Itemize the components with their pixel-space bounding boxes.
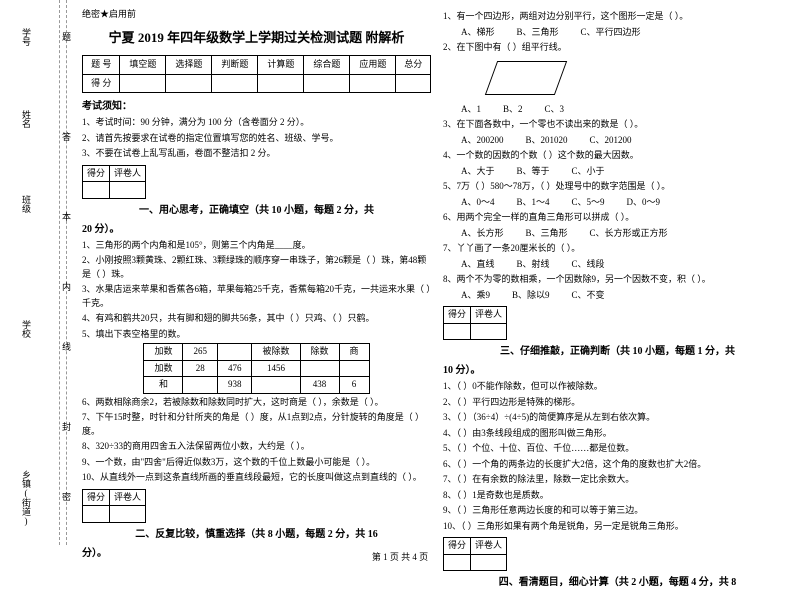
margin-label-school: 学校 <box>20 320 33 338</box>
score-col-4: 计算题 <box>258 56 304 75</box>
s2q1-choices: A、梯形 B、三角形 C、平行四边形 <box>461 26 792 40</box>
score-summary-table: 题 号 填空题 选择题 判断题 计算题 综合题 应用题 总分 得 分 <box>82 55 431 93</box>
dashed-line <box>66 0 67 545</box>
notice-3: 3、不要在试卷上乱写乱画，卷面不整洁扣 2 分。 <box>82 147 431 161</box>
s2q2: 2、在下图中有（ ）组平行线。 <box>443 41 792 55</box>
s2q1: 1、有一个四边形，两组对边分别平行，这个图形一定是（ ）。 <box>443 10 792 24</box>
s2q6-choices: A、长方形 B、三角形 C、长方形或正方形 <box>461 227 792 241</box>
sec2-questions: 1、有一个四边形，两组对边分别平行，这个图形一定是（ ）。 A、梯形 B、三角形… <box>443 10 792 302</box>
sec1-title: 一、用心思考，正确填空（共 10 小题，每题 2 分，共 <box>82 203 431 218</box>
page-footer: 第 1 页 共 4 页 <box>0 550 800 563</box>
q1: 1、三角形的两个内角和是105°，则第三个内角是____度。 <box>82 239 431 253</box>
q2: 2、小刚按照3颗黄珠、2颗红珠、3颗绿珠的顺序穿一串珠子，第26颗是（ ）珠，第… <box>82 254 431 281</box>
s3q1: 1、（ ）0不能作除数，但可以作被除数。 <box>443 380 792 394</box>
s2q6: 6、用两个完全一样的直角三角形可以拼成（ ）。 <box>443 211 792 225</box>
s3q9: 9、（ ）三角形任意两边长度的和可以等于第三边。 <box>443 504 792 518</box>
s2q5: 5、7万（ ）580～78万，（ ）处理号中的数字范围是（ ）。 <box>443 180 792 194</box>
s3q5: 5、（ ）个位、十位、百位、千位……都是位数。 <box>443 442 792 456</box>
score-col-2: 选择题 <box>166 56 212 75</box>
score-col-1: 填空题 <box>120 56 166 75</box>
parallelogram-diagram <box>483 59 563 99</box>
score-row-label: 得 分 <box>83 74 120 93</box>
left-column: 绝密★启用前 宁夏 2019 年四年级数学上学期过关检测试题 附解析 题 号 填… <box>82 8 431 545</box>
s3q6: 6、（ ）一个角的两条边的长度扩大2倍，这个角的度数也扩大2倍。 <box>443 458 792 472</box>
exam-title: 宁夏 2019 年四年级数学上学期过关检测试题 附解析 <box>82 28 431 48</box>
s2q7: 7、丫丫画了一条20厘米长的（ ）。 <box>443 242 792 256</box>
q5: 5、填出下表空格里的数。 <box>82 328 431 342</box>
s2q2-choices: A、1 B、2 C、3 <box>461 103 792 117</box>
s3q4: 4、（ ）由3条线段组成的图形叫做三角形。 <box>443 427 792 441</box>
s2q4-choices: A、大于 B、等于 C、小于 <box>461 165 792 179</box>
seal-char-5: 封 <box>62 420 71 433</box>
notice-list: 1、考试时间：90 分钟，满分为 100 分（含卷面分 2 分）。 2、请首先按… <box>82 116 431 161</box>
s2q4: 4、一个数的因数的个数（ ）这个数的最大因数。 <box>443 149 792 163</box>
sec2-title: 二、反复比较，慎重选择（共 8 小题，每题 2 分，共 16 <box>82 527 431 542</box>
q9: 9、一个数，由"四舍"后得近似数3万，这个数的千位上数最小可能是（ ）。 <box>82 456 431 470</box>
s3q3: 3、（ ）（36÷4）÷(4÷5)的简便算序是从左到右依次算。 <box>443 411 792 425</box>
seal-line: 题 答 本 内 线 封 密 <box>60 0 74 545</box>
sec1-score-box: 得分 评卷人 <box>82 165 431 199</box>
sec3-questions: 1、（ ）0不能作除数，但可以作被除数。 2、（ ）平行四边形是特殊的梯形。 3… <box>443 380 792 533</box>
q8: 8、320÷33的商用四舍五入法保留两位小数，大约是（ ）。 <box>82 440 431 454</box>
seal-char-6: 密 <box>62 490 71 503</box>
s3q8: 8、（ ）1是奇数也是质数。 <box>443 489 792 503</box>
margin-label-town: 乡镇(街道) <box>20 470 33 526</box>
s2q3-choices: A、200200 B、201020 C、201200 <box>461 134 792 148</box>
q4: 4、有鸡和鹤共20只，共有脚和翅的脚共56条，其中（ ）只鸡、（ ）只鹤。 <box>82 312 431 326</box>
s3q2: 2、（ ）平行四边形是特殊的梯形。 <box>443 396 792 410</box>
sec1-questions: 1、三角形的两个内角和是105°，则第三个内角是____度。 2、小刚按照3颗黄… <box>82 239 431 485</box>
s2q8-choices: A、乘9 B、除以9 C、不变 <box>461 289 792 303</box>
q3: 3、水果店运来苹果和香蕉各6箱，苹果每箱25千克，香蕉每箱20千克，一共运来水果… <box>82 283 431 310</box>
s3q10: 10、（ ）三角形如果有两个角是锐角，另一定是锐角三角形。 <box>443 520 792 534</box>
margin-label-name: 姓名 <box>20 110 33 128</box>
sec3-score-box: 得分 评卷人 <box>443 306 792 340</box>
parallelogram-shape <box>485 61 567 95</box>
sec3-title-tail: 10 分）。 <box>443 363 792 378</box>
q6: 6、两数相除商余2，若被除数和除数同时扩大，这时商是（ ），余数是（ ）。 <box>82 396 431 410</box>
seal-char-0: 题 <box>62 30 71 43</box>
sec1-title-tail: 20 分）。 <box>82 222 431 237</box>
q7: 7、下午15时整，时针和分针所夹的角是（ ）度，从1点到2点，分针旋转的角度是（… <box>82 411 431 438</box>
sec2-score-box: 得分 评卷人 <box>82 489 431 523</box>
seal-char-3: 内 <box>62 280 71 293</box>
notice-1: 1、考试时间：90 分钟，满分为 100 分（含卷面分 2 分）。 <box>82 116 431 130</box>
sec4-title: 四、看清题目，细心计算（共 2 小题，每题 4 分，共 8 <box>443 575 792 590</box>
q10: 10、从直线外一点到这条直线所画的垂直线段最短，它的长度叫做这点到直线的（ ）。 <box>82 471 431 485</box>
seal-char-4: 线 <box>62 340 71 353</box>
score-col-5: 综合题 <box>304 56 350 75</box>
score-col-7: 总分 <box>396 56 431 75</box>
s2q7-choices: A、直线 B、射线 C、线段 <box>461 258 792 272</box>
score-col-6: 应用题 <box>350 56 396 75</box>
notice-2: 2、请首先按要求在试卷的指定位置填写您的姓名、班级、学号。 <box>82 132 431 146</box>
confidential-label: 绝密★启用前 <box>82 8 431 22</box>
score-label-b: 评卷人 <box>110 165 146 182</box>
s2q8: 8、两个不为零的数相乘，一个因数除9，另一个因数不变，积（ ）。 <box>443 273 792 287</box>
sec3-title: 三、仔细推敲，正确判断（共 10 小题，每题 1 分，共 <box>443 344 792 359</box>
score-label-a: 得分 <box>83 165 110 182</box>
score-col-3: 判断题 <box>212 56 258 75</box>
right-column: 1、有一个四边形，两组对边分别平行，这个图形一定是（ ）。 A、梯形 B、三角形… <box>443 8 792 545</box>
s2q5-choices: A、0～4 B、1～4 C、5～9 D、0～9 <box>461 196 792 210</box>
binding-margin: 学号 姓名 班级 学校 乡镇(街道) <box>0 0 60 545</box>
seal-char-1: 答 <box>62 130 71 143</box>
notice-head: 考试须知： <box>82 99 431 114</box>
seal-char-2: 本 <box>62 210 71 223</box>
s2q3: 3、在下面各数中，一个零也不读出来的数是（ ）。 <box>443 118 792 132</box>
q5-table: 加数265被除数除数商 加数284761456 和9384386 <box>143 343 369 394</box>
score-col-0: 题 号 <box>83 56 120 75</box>
margin-label-class: 班级 <box>20 195 33 213</box>
margin-label-id: 学号 <box>20 28 33 46</box>
s3q7: 7、（ ）在有余数的除法里，除数一定比余数大。 <box>443 473 792 487</box>
content-area: 绝密★启用前 宁夏 2019 年四年级数学上学期过关检测试题 附解析 题 号 填… <box>74 0 800 545</box>
page-root: 学号 姓名 班级 学校 乡镇(街道) 题 答 本 内 线 封 密 绝密★启用前 … <box>0 0 800 545</box>
